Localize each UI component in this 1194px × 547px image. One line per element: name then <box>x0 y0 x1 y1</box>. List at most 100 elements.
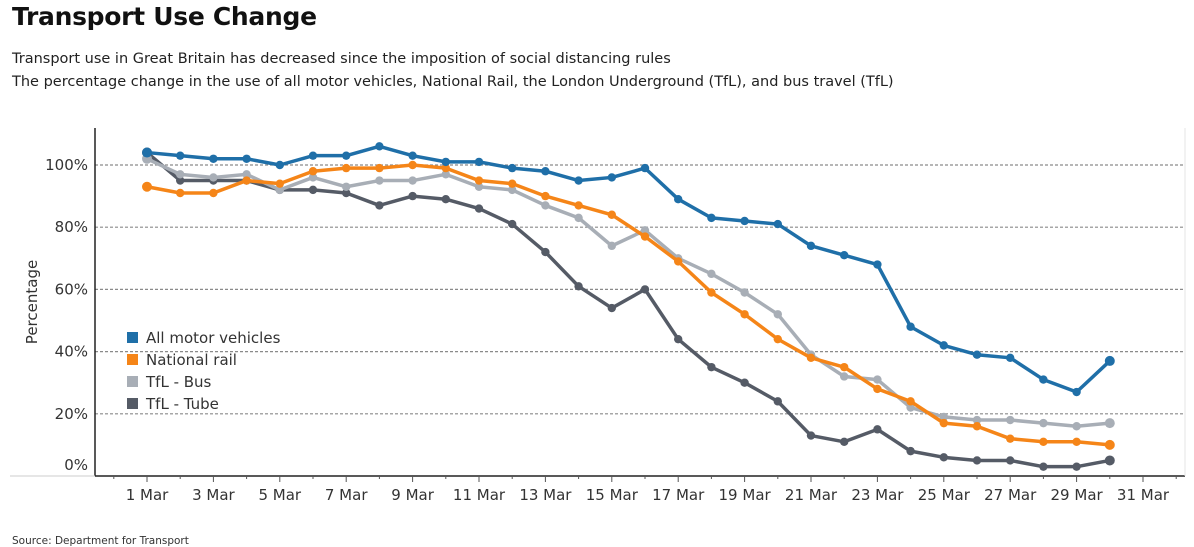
data-point <box>342 163 351 173</box>
data-point <box>607 303 616 313</box>
x-tick-label: 17 Mar <box>652 486 705 504</box>
series-all-motor-vehicles <box>142 142 1115 397</box>
data-point <box>441 157 450 167</box>
legend-item: All motor vehicles <box>127 329 281 347</box>
data-point <box>176 151 185 160</box>
data-point <box>408 160 417 170</box>
legend-swatch <box>127 398 138 409</box>
data-point <box>1039 375 1048 384</box>
data-point <box>939 412 948 422</box>
y-tick-label: 80% <box>55 218 88 236</box>
y-tick-label: 100% <box>45 156 88 174</box>
data-point <box>740 216 749 226</box>
data-point <box>342 182 351 191</box>
data-point <box>508 219 517 229</box>
legend-item: TfL - Bus <box>127 373 212 391</box>
gridlines <box>95 164 1185 415</box>
data-point <box>574 282 583 291</box>
data-point <box>176 176 185 185</box>
x-tick-label: 31 Mar <box>1117 486 1170 504</box>
data-point <box>740 310 749 319</box>
data-point <box>209 173 218 182</box>
y-axis-label: Percentage <box>23 260 41 344</box>
chart-subtitle-line-1: Transport use in Great Britain has decre… <box>12 51 671 67</box>
series-tfl-tube <box>142 147 1115 471</box>
data-point <box>607 173 616 182</box>
x-tick-label: 11 Mar <box>453 486 506 504</box>
data-point <box>342 151 351 160</box>
data-point <box>840 250 849 260</box>
series-tfl-bus <box>142 153 1115 431</box>
data-point <box>308 173 318 182</box>
data-point <box>574 201 583 210</box>
data-point <box>441 170 450 179</box>
data-point <box>541 191 550 201</box>
legend-item: National rail <box>127 351 237 369</box>
chart-title: Transport Use Change <box>12 2 317 31</box>
legend-label: National rail <box>146 351 237 369</box>
data-point <box>1039 462 1048 471</box>
data-point <box>873 425 882 434</box>
data-point <box>1006 415 1015 425</box>
data-point <box>773 219 782 229</box>
data-point <box>441 163 450 173</box>
data-point <box>375 142 384 151</box>
y-tick-label: 0% <box>64 456 88 474</box>
data-point <box>806 353 816 363</box>
data-point <box>773 397 782 406</box>
data-point <box>806 241 816 251</box>
data-point <box>275 160 284 170</box>
y-tick-label: 40% <box>55 343 88 361</box>
data-point <box>674 257 683 266</box>
data-point <box>474 204 484 213</box>
data-point <box>840 362 849 372</box>
x-tick-label: 5 Mar <box>258 486 301 504</box>
data-point <box>1072 422 1081 431</box>
data-point <box>939 418 948 428</box>
data-point <box>640 226 650 235</box>
data-point <box>375 163 384 173</box>
y-tick-label: 60% <box>55 280 88 298</box>
data-point <box>640 163 650 173</box>
data-point <box>773 334 782 344</box>
x-tick-label: 15 Mar <box>586 486 639 504</box>
legend: All motor vehicles National rail TfL - Bus… <box>127 329 281 413</box>
data-point <box>1039 437 1048 446</box>
x-axis-ticks: 1 Mar 3 Mar 5 Mar 7 Mar 9 Mar 11 Mar 13 Mar 15 … <box>113 476 1177 504</box>
data-point <box>1104 355 1115 366</box>
data-point <box>707 288 716 297</box>
x-tick-label: 21 Mar <box>785 486 838 504</box>
data-point <box>375 201 384 210</box>
data-point <box>607 210 616 219</box>
x-tick-label: 29 Mar <box>1051 486 1104 504</box>
data-point <box>1072 437 1081 446</box>
data-point <box>142 181 152 192</box>
axes <box>10 128 1186 477</box>
legend-label: TfL - Tube <box>145 395 219 413</box>
data-point <box>541 201 550 210</box>
data-point <box>176 170 185 179</box>
data-point <box>508 163 517 173</box>
data-point <box>508 179 517 188</box>
data-point <box>308 185 318 195</box>
data-point <box>541 247 550 257</box>
data-point <box>275 179 284 188</box>
data-point <box>707 213 716 223</box>
data-point <box>242 170 251 179</box>
data-point <box>707 362 716 372</box>
data-point <box>342 188 351 198</box>
legend-label: All motor vehicles <box>146 329 281 347</box>
data-point <box>474 176 484 185</box>
data-point <box>674 334 683 344</box>
y-tick-label: 20% <box>55 405 88 423</box>
x-tick-label: 1 Mar <box>126 486 169 504</box>
data-point <box>209 188 218 198</box>
x-tick-label: 23 Mar <box>851 486 904 504</box>
data-point <box>873 260 882 269</box>
data-point <box>640 285 650 294</box>
data-point <box>308 151 318 160</box>
legend-swatch <box>127 354 138 365</box>
data-point <box>441 195 450 204</box>
data-point <box>308 167 318 176</box>
